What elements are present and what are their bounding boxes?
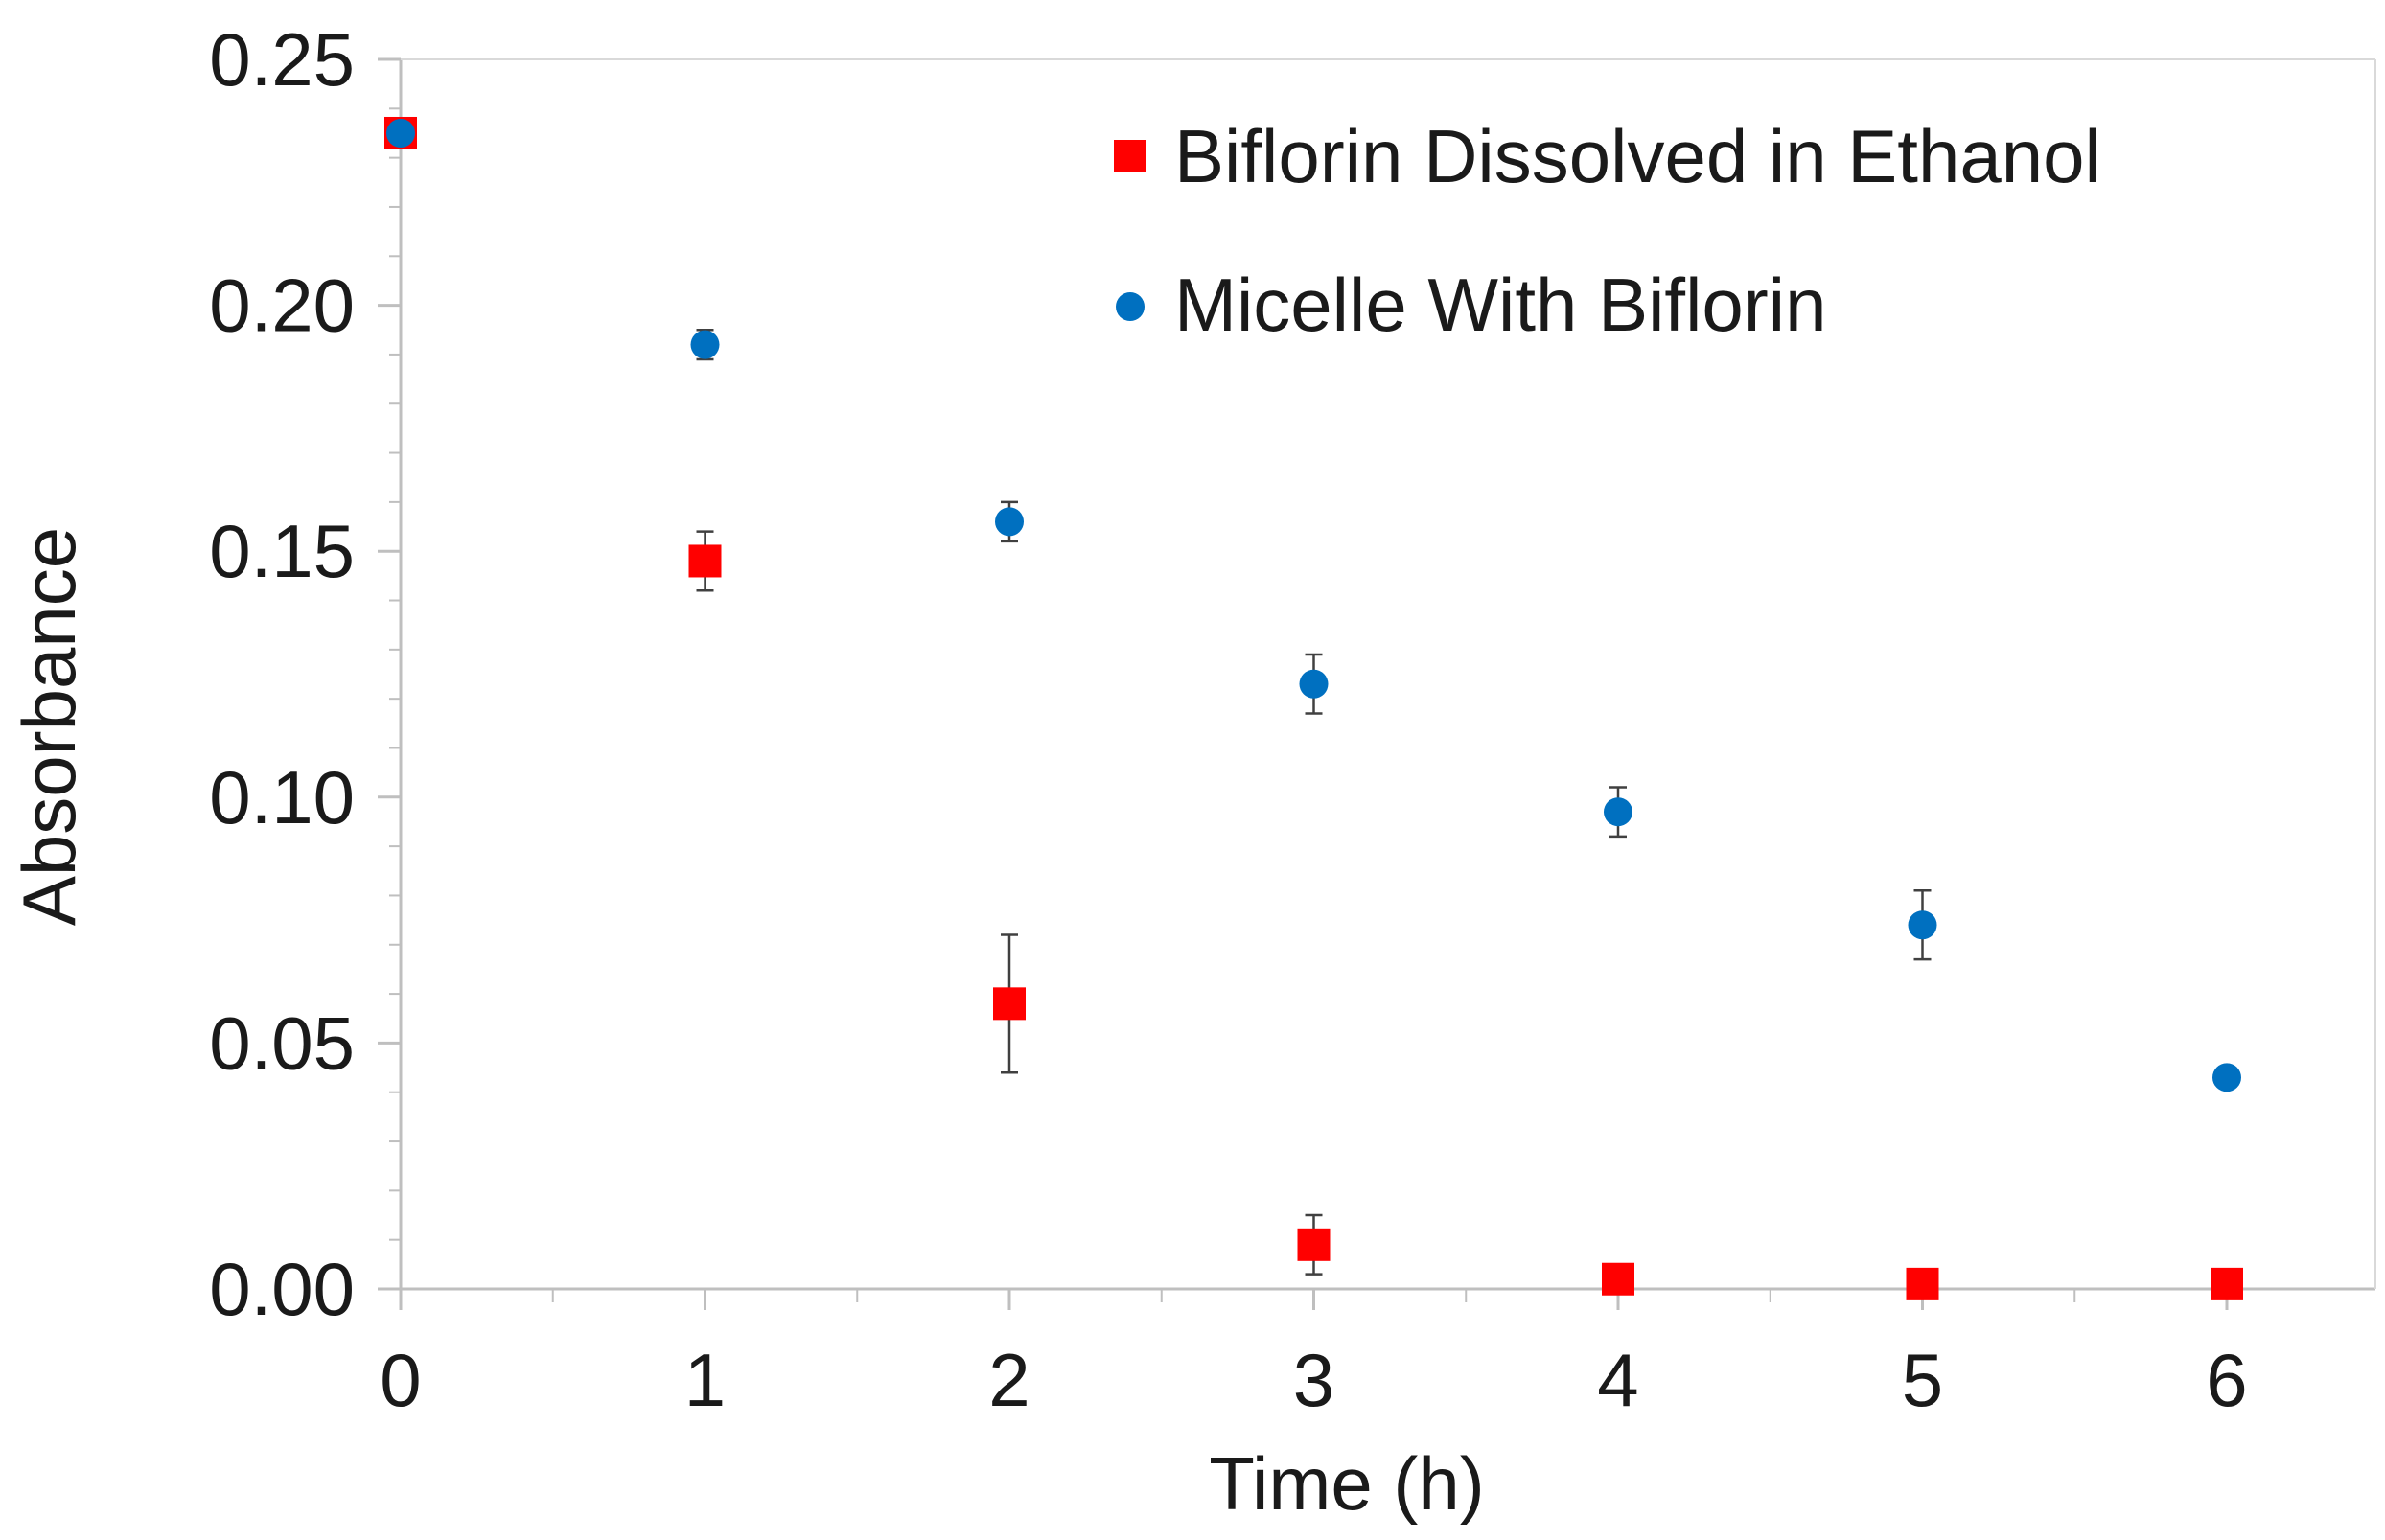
x-tick-label: 3 <box>1293 1338 1334 1422</box>
data-point-micelle <box>690 330 720 359</box>
data-point-micelle <box>1908 910 1937 940</box>
y-tick-label: 0.25 <box>209 17 355 102</box>
legend-marker-circle <box>1116 292 1145 321</box>
data-point-micelle <box>1604 797 1632 827</box>
data-point-micelle <box>995 507 1024 537</box>
data-point-ethanol <box>2211 1267 2243 1300</box>
legend-marker-square <box>1114 140 1146 172</box>
y-tick-label: 0.15 <box>209 509 355 593</box>
ticks: 0.00 0.05 0.10 0.15 0.20 0.25 0 1 2 3 4 5 6 <box>209 17 2248 1422</box>
data-point-micelle <box>1299 669 1329 699</box>
data-point-micelle <box>386 118 415 148</box>
data-point-ethanol <box>993 987 1026 1021</box>
data-points <box>384 116 2243 1300</box>
x-tick-label: 6 <box>2206 1338 2247 1422</box>
x-tick-label: 2 <box>988 1338 1030 1422</box>
data-point-ethanol <box>1602 1262 1634 1296</box>
x-axis-title: Time (h) <box>1209 1441 1484 1526</box>
y-tick-label: 0.05 <box>209 1000 355 1085</box>
axes <box>399 58 2376 1291</box>
x-tick-label: 4 <box>1597 1338 1638 1422</box>
data-point-micelle <box>2212 1063 2241 1092</box>
legend-label-ethanol: Biflorin Dissolved in Ethanol <box>1174 114 2101 198</box>
legend: Biflorin Dissolved in Ethanol Micelle Wi… <box>1114 114 2101 347</box>
data-point-ethanol <box>688 544 722 578</box>
x-tick-label: 1 <box>684 1338 726 1422</box>
y-tick-label: 0.00 <box>209 1247 355 1331</box>
legend-label-micelle: Micelle With Biflorin <box>1174 263 1826 347</box>
data-point-ethanol <box>1906 1267 1939 1300</box>
y-tick-label: 0.10 <box>209 755 355 839</box>
y-tick-label: 0.20 <box>209 264 355 348</box>
y-axis-title: Absorbance <box>7 527 91 926</box>
x-tick-label: 0 <box>380 1338 421 1422</box>
x-tick-label: 5 <box>1902 1338 1943 1422</box>
data-point-ethanol <box>1297 1228 1331 1261</box>
